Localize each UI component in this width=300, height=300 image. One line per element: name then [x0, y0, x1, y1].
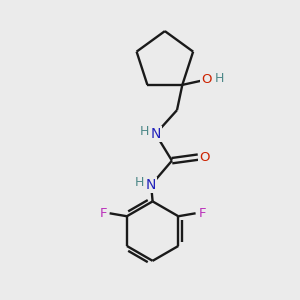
Text: F: F	[99, 207, 107, 220]
Text: H: H	[140, 125, 149, 138]
Text: N: N	[146, 178, 156, 192]
Text: H: H	[135, 176, 145, 189]
Text: F: F	[198, 207, 206, 220]
Text: N: N	[150, 127, 161, 141]
Text: O: O	[200, 151, 210, 164]
Text: H: H	[214, 72, 224, 85]
Text: O: O	[202, 73, 212, 86]
